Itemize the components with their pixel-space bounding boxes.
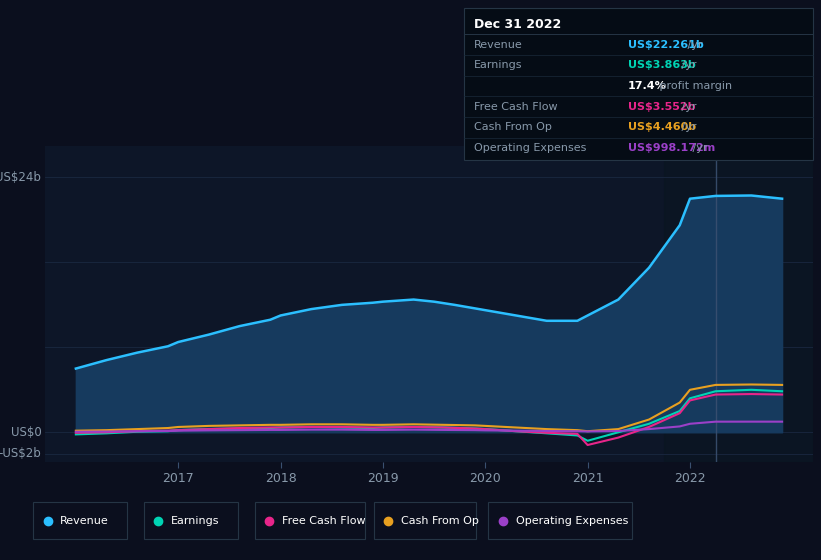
Text: Free Cash Flow: Free Cash Flow xyxy=(474,102,557,111)
Bar xyxy=(664,146,813,462)
Text: Revenue: Revenue xyxy=(474,40,522,49)
Text: US$998.172m: US$998.172m xyxy=(628,143,715,153)
Text: /yr: /yr xyxy=(678,123,697,132)
Text: profit margin: profit margin xyxy=(656,81,732,91)
Text: 17.4%: 17.4% xyxy=(628,81,667,91)
Text: US$22.261b: US$22.261b xyxy=(628,40,704,49)
Text: Operating Expenses: Operating Expenses xyxy=(516,516,628,525)
Text: US$4.460b: US$4.460b xyxy=(628,123,696,132)
Text: Dec 31 2022: Dec 31 2022 xyxy=(474,18,561,31)
Text: /yr: /yr xyxy=(678,102,697,111)
Text: /yr: /yr xyxy=(690,143,708,153)
Text: US$3.863b: US$3.863b xyxy=(628,60,696,70)
Text: /yr: /yr xyxy=(684,40,703,49)
Text: Revenue: Revenue xyxy=(60,516,108,525)
Text: Free Cash Flow: Free Cash Flow xyxy=(282,516,365,525)
Text: US$3.552b: US$3.552b xyxy=(628,102,695,111)
Text: US$0: US$0 xyxy=(11,426,41,439)
Text: Operating Expenses: Operating Expenses xyxy=(474,143,586,153)
Text: Cash From Op: Cash From Op xyxy=(401,516,479,525)
Text: US$24b: US$24b xyxy=(0,171,41,184)
Text: /yr: /yr xyxy=(678,60,697,70)
Text: Earnings: Earnings xyxy=(474,60,522,70)
Text: Earnings: Earnings xyxy=(171,516,219,525)
Text: -US$2b: -US$2b xyxy=(0,447,41,460)
Text: Cash From Op: Cash From Op xyxy=(474,123,552,132)
